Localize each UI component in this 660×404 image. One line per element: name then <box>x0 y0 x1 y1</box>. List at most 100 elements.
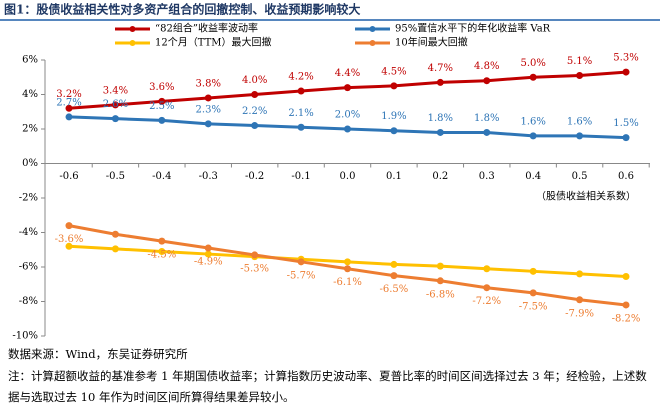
data-point <box>529 73 537 81</box>
data-label: -6.5% <box>380 284 409 295</box>
legend-label: “82组合”收益率波动率 <box>155 22 258 35</box>
y-tick-label: 4% <box>22 89 38 100</box>
data-label: -4.5% <box>147 250 176 261</box>
data-point <box>390 127 398 135</box>
data-label: 3.6% <box>149 82 174 93</box>
data-label: -6.8% <box>426 289 455 300</box>
data-point <box>390 260 398 268</box>
data-point <box>297 123 305 131</box>
data-point <box>158 116 166 124</box>
y-tick-label: 6% <box>22 55 38 66</box>
data-point <box>483 128 491 136</box>
data-point <box>622 134 630 142</box>
data-label: 4.8% <box>474 61 499 72</box>
data-label: 5.3% <box>613 53 638 64</box>
data-point <box>576 132 584 140</box>
y-tick-label: -2% <box>19 193 38 204</box>
data-point <box>158 97 166 105</box>
data-label: -7.9% <box>565 308 594 319</box>
data-point <box>436 128 444 136</box>
x-tick-label: 0.1 <box>386 171 402 182</box>
legend-marker <box>129 40 136 46</box>
data-point <box>111 230 119 238</box>
data-point <box>344 84 351 92</box>
data-point <box>204 120 212 128</box>
data-label: 2.0% <box>335 110 360 121</box>
data-label: 1.8% <box>428 113 453 124</box>
data-point <box>576 270 584 278</box>
chart-title: 图1：股债收益相关性对多资产组合的回撤控制、收益预期影响较大 <box>4 2 360 17</box>
data-point <box>158 237 166 245</box>
legend-marker <box>369 26 376 32</box>
data-label: 1.9% <box>381 111 406 122</box>
data-point <box>576 296 584 304</box>
data-point <box>436 262 444 270</box>
data-label: 2.6% <box>103 99 128 110</box>
data-label: 2.2% <box>242 106 267 117</box>
data-label: -6.1% <box>333 277 362 288</box>
data-point <box>111 245 119 253</box>
x-tick-label: -0.1 <box>291 171 310 182</box>
data-label: -7.5% <box>519 301 548 312</box>
data-point <box>529 267 537 275</box>
data-label: 2.3% <box>196 104 221 115</box>
x-tick-label: 0.5 <box>572 171 588 182</box>
x-tick-label: 0.2 <box>432 171 448 182</box>
data-label: 5.1% <box>567 56 592 67</box>
x-tick-label: 0.3 <box>479 171 495 182</box>
data-label: 4.7% <box>428 63 453 74</box>
data-label: -7.2% <box>472 296 501 307</box>
x-axis-title: （股债收益相关系数） <box>536 190 636 203</box>
data-label: 2.5% <box>149 101 174 112</box>
legend-label: 10年间最大回撤 <box>395 36 468 49</box>
data-point <box>251 91 259 98</box>
data-point <box>204 94 212 102</box>
data-point <box>297 258 305 266</box>
source: 数据来源：Wind，东吴证券研究所 <box>8 347 188 361</box>
data-label: 4.5% <box>381 66 406 77</box>
data-point <box>622 301 630 309</box>
data-point <box>390 272 398 280</box>
data-label: 2.1% <box>288 108 313 119</box>
data-point <box>65 242 73 250</box>
data-point <box>111 101 119 109</box>
data-label: 2.7% <box>56 97 81 108</box>
x-tick-label: -0.6 <box>59 171 78 182</box>
y-tick-label: 0% <box>22 158 38 169</box>
data-point <box>344 125 351 133</box>
legend-marker <box>129 26 136 32</box>
data-label: 3.8% <box>196 78 221 89</box>
data-point <box>483 284 491 292</box>
data-label: 1.6% <box>567 116 592 127</box>
data-label: 1.5% <box>613 118 638 129</box>
data-point <box>204 244 212 252</box>
data-label: 1.6% <box>520 116 545 127</box>
data-label: -5.7% <box>287 270 316 281</box>
data-label: 4.4% <box>335 68 360 79</box>
note: 注：计算超额收益的基准参考 1 年期国债收益率；计算指数历史波动率、夏普比率的时… <box>8 369 647 404</box>
data-point <box>344 258 351 266</box>
chart: 图1：股债收益相关性对多资产组合的回撤控制、收益预期影响较大 （股债收益相关系数… <box>0 2 660 342</box>
legend-label: 12个月（TTM）最大回撤 <box>155 36 272 49</box>
data-point <box>483 265 491 273</box>
data-label: 3.4% <box>103 85 128 96</box>
data-label: 5.0% <box>520 58 545 69</box>
data-label: -4.9% <box>194 257 223 268</box>
data-point <box>576 72 584 80</box>
data-point <box>111 115 119 123</box>
data-point <box>65 113 73 121</box>
data-label: -5.3% <box>240 263 269 274</box>
data-point <box>344 265 351 273</box>
x-tick-label: -0.4 <box>152 171 171 182</box>
x-tick-label: 0.6 <box>618 171 634 182</box>
data-label: 1.8% <box>474 113 499 124</box>
x-tick-label: -0.2 <box>245 171 264 182</box>
y-tick-label: -10% <box>12 331 38 341</box>
data-label: -3.6% <box>55 234 84 245</box>
data-point <box>158 247 166 255</box>
data-point <box>390 82 398 90</box>
data-point <box>483 77 491 85</box>
x-tick-label: -0.3 <box>199 171 218 182</box>
data-label: 3.2% <box>56 89 81 100</box>
data-point <box>297 87 305 95</box>
